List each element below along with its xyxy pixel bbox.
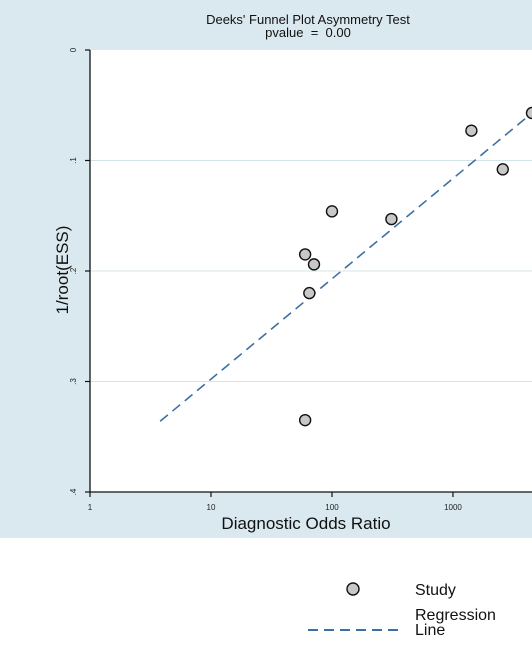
x-tick-label-0: 1 [88,503,93,512]
y-tick-label-2: .2 [69,267,78,274]
study-point-0 [298,248,312,261]
legend-item-regression-line: Regression Line [300,608,525,650]
dashed-line-icon [308,629,400,631]
x-tick-label-1: 10 [207,503,216,512]
x-tick-label-3: 1000 [444,503,462,512]
chart-legend: Study Regression Line [300,578,525,650]
study-point-7 [496,163,509,176]
grid-lines [90,160,532,382]
y-axis-label: 1/root(ESS) [53,226,72,315]
regression-line [159,112,532,422]
y-tick-label-3: .3 [69,378,78,385]
funnel-plot-chart: Deeks' Funnel Plot Asymmetry Test pvalue… [53,12,532,533]
x-axis-label: Diagnostic Odds Ratio [221,514,390,533]
axes: 0 .1 .2 .3 .4 1 10 100 1000 [69,47,532,512]
y-tick-label-0: 0 [69,47,78,52]
study-point-3 [325,205,339,218]
legend-label-study: Study [415,582,456,599]
study-point-5 [385,212,398,226]
legend-label-regression: Regression [415,607,496,624]
study-point-2 [303,286,316,300]
y-tick-label-1: .1 [69,157,78,164]
study-point-6 [465,124,478,137]
legend-label-line: Line [415,622,446,639]
chart-title: Deeks' Funnel Plot Asymmetry Test [206,12,410,27]
legend-item-study: Study [300,578,525,602]
regression-layer [159,112,532,422]
study-point-4 [298,413,312,427]
study-point-8 [525,106,532,120]
x-tick-label-2: 100 [325,503,339,512]
study-points [298,106,532,427]
chart-subtitle: pvalue = 0.00 [265,25,351,40]
circle-marker-icon [346,582,360,596]
y-tick-label-4: .4 [69,488,78,495]
study-point-1 [307,258,321,271]
